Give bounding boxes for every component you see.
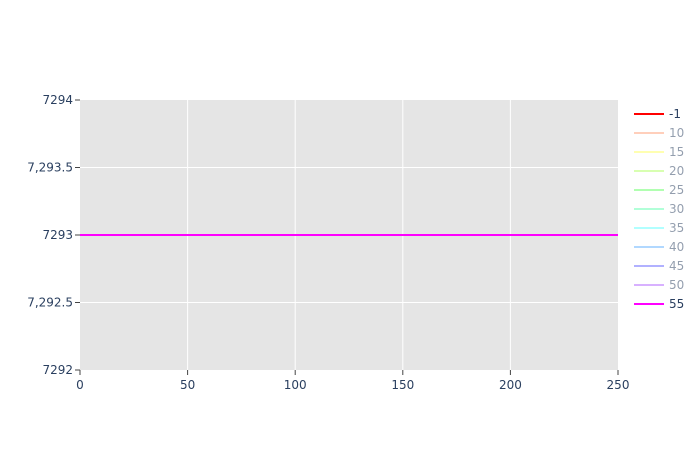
y-axis: 7292 7,292.5 7293 7,293.5 7294 xyxy=(27,93,80,377)
legend-label: 50 xyxy=(669,278,684,292)
x-tick-label: 200 xyxy=(499,378,522,392)
legend-label: 15 xyxy=(669,145,684,159)
y-tick-label: 7292 xyxy=(42,363,73,377)
legend-item-30[interactable]: 30 xyxy=(634,202,684,216)
x-tick-label: 50 xyxy=(180,378,195,392)
legend-label: -1 xyxy=(669,107,681,121)
legend-label: 30 xyxy=(669,202,684,216)
y-tick-label: 7,293.5 xyxy=(27,161,73,175)
legend-label: 45 xyxy=(669,259,684,273)
legend-item-45[interactable]: 45 xyxy=(634,259,684,273)
legend-label: 10 xyxy=(669,126,684,140)
legend-item-35[interactable]: 35 xyxy=(634,221,684,235)
legend-item-10[interactable]: 10 xyxy=(634,126,684,140)
y-tick-label: 7294 xyxy=(42,93,73,107)
legend-label: 25 xyxy=(669,183,684,197)
legend-item--1[interactable]: -1 xyxy=(634,107,681,121)
x-tick-label: 100 xyxy=(284,378,307,392)
legend-item-50[interactable]: 50 xyxy=(634,278,684,292)
legend-label: 40 xyxy=(669,240,684,254)
x-tick-label: 250 xyxy=(607,378,630,392)
y-tick-label: 7293 xyxy=(42,228,73,242)
legend-label: 55 xyxy=(669,297,684,311)
y-tick-label: 7,292.5 xyxy=(27,296,73,310)
legend-item-15[interactable]: 15 xyxy=(634,145,684,159)
legend-item-55[interactable]: 55 xyxy=(634,297,684,311)
x-tick-label: 150 xyxy=(391,378,414,392)
legend-label: 35 xyxy=(669,221,684,235)
legend-item-40[interactable]: 40 xyxy=(634,240,684,254)
legend-item-20[interactable]: 20 xyxy=(634,164,684,178)
x-tick-label: 0 xyxy=(76,378,84,392)
legend-item-25[interactable]: 25 xyxy=(634,183,684,197)
legend-label: 20 xyxy=(669,164,684,178)
x-axis: 0 50 100 150 200 250 xyxy=(76,370,629,392)
legend[interactable]: -1 10 15 20 25 30 35 40 45 50 55 xyxy=(634,107,684,311)
